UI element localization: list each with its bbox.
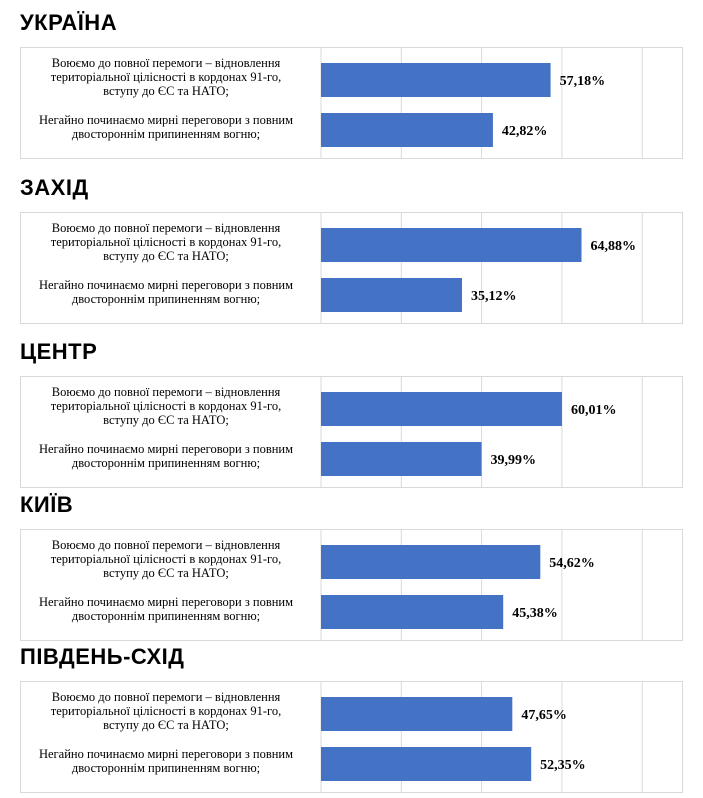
bar [321,392,562,426]
chart-panel: Воюємо до повної перемоги – відновлення т… [20,212,683,324]
data-label: 52,35% [540,758,586,773]
category-label-line: територіальної цілісності в кордонах 91-… [50,552,282,566]
data-label: 39,99% [491,453,536,468]
category-label-line: Воюємо до повної перемоги – відновлення [51,690,281,704]
category-label-line: Негайно починаємо мирні переговори з пов… [38,442,294,456]
category-label: Негайно починаємо мирні переговори з пов… [21,747,311,775]
chart-panel: Воюємо до повної перемоги – відновлення т… [20,47,683,159]
category-label-line: територіальної цілісності в кордонах 91-… [50,704,282,718]
bar [321,63,551,97]
bar-plot: 64,88% 35,12% [320,213,643,323]
category-label-line: Воюємо до повної перемоги – відновлення [51,56,281,70]
category-label-line: Воюємо до повної перемоги – відновлення [51,385,281,399]
category-label-line: Негайно починаємо мирні переговори з пов… [38,113,294,127]
category-label: Негайно починаємо мирні переговори з пов… [21,278,311,306]
category-label: Воюємо до повної перемоги – відновлення т… [21,690,311,732]
bar [321,278,463,312]
chart-panel: Воюємо до повної перемоги – відновлення т… [20,376,683,488]
data-label: 60,01% [571,403,617,418]
data-label: 57,18% [560,74,606,89]
category-label-line: двостороннім припиненням вогню; [71,609,261,623]
bar-plot: 54,62% 45,38% [320,530,643,640]
category-label: Воюємо до повної перемоги – відновлення т… [21,385,311,427]
data-label: 45,38% [512,606,558,621]
data-label: 64,88% [590,239,636,254]
category-label-line: Негайно починаємо мирні переговори з пов… [38,278,294,292]
bar [321,113,493,147]
bar [321,545,541,579]
data-label: 54,62% [549,556,595,571]
region-title: ЗАХІД [20,175,89,200]
region-title: УКРАЇНА [20,10,118,35]
category-label-line: двостороннім припиненням вогню; [71,292,261,306]
bar [321,595,504,629]
category-label-line: двостороннім припиненням вогню; [71,456,261,470]
category-label-line: територіальної цілісності в кордонах 91-… [50,399,282,413]
bar [321,442,482,476]
category-label: Воюємо до повної перемоги – відновлення т… [21,56,311,98]
bar [321,697,513,731]
category-label-line: вступу до ЄС та НАТО; [103,249,229,263]
category-label-line: Воюємо до повної перемоги – відновлення [51,538,281,552]
data-label: 42,82% [502,124,548,139]
category-label: Негайно починаємо мирні переговори з пов… [21,442,311,470]
chart-panel: Воюємо до повної перемоги – відновлення т… [20,681,683,793]
category-label-line: територіальної цілісності в кордонах 91-… [50,235,282,249]
category-label-line: вступу до ЄС та НАТО; [103,718,229,732]
category-label-line: вступу до ЄС та НАТО; [103,84,229,98]
region-title: ЦЕНТР [20,339,98,364]
chart-panel: Воюємо до повної перемоги – відновлення т… [20,529,683,641]
category-label: Воюємо до повної перемоги – відновлення т… [21,221,311,263]
category-label-line: Воюємо до повної перемоги – відновлення [51,221,281,235]
category-label-line: вступу до ЄС та НАТО; [103,566,229,580]
category-label-line: вступу до ЄС та НАТО; [103,413,229,427]
bar [321,747,532,781]
category-label-line: двостороннім припиненням вогню; [71,761,261,775]
data-label: 47,65% [521,708,567,723]
bar-plot: 60,01% 39,99% [320,377,643,487]
bar [321,228,582,262]
category-label: Воюємо до повної перемоги – відновлення т… [21,538,311,580]
category-label-line: Негайно починаємо мирні переговори з пов… [38,747,294,761]
category-label-line: Негайно починаємо мирні переговори з пов… [38,595,294,609]
region-title: КИЇВ [20,492,74,517]
data-label: 35,12% [471,289,517,304]
category-label: Негайно починаємо мирні переговори з пов… [21,113,311,141]
bar-plot: 47,65% 52,35% [320,682,643,792]
category-label: Негайно починаємо мирні переговори з пов… [21,595,311,623]
category-label-line: територіальної цілісності в кордонах 91-… [50,70,282,84]
region-title: ПІВДЕНЬ-СХІД [20,644,185,669]
bar-plot: 57,18% 42,82% [320,48,643,158]
category-label-line: двостороннім припиненням вогню; [71,127,261,141]
